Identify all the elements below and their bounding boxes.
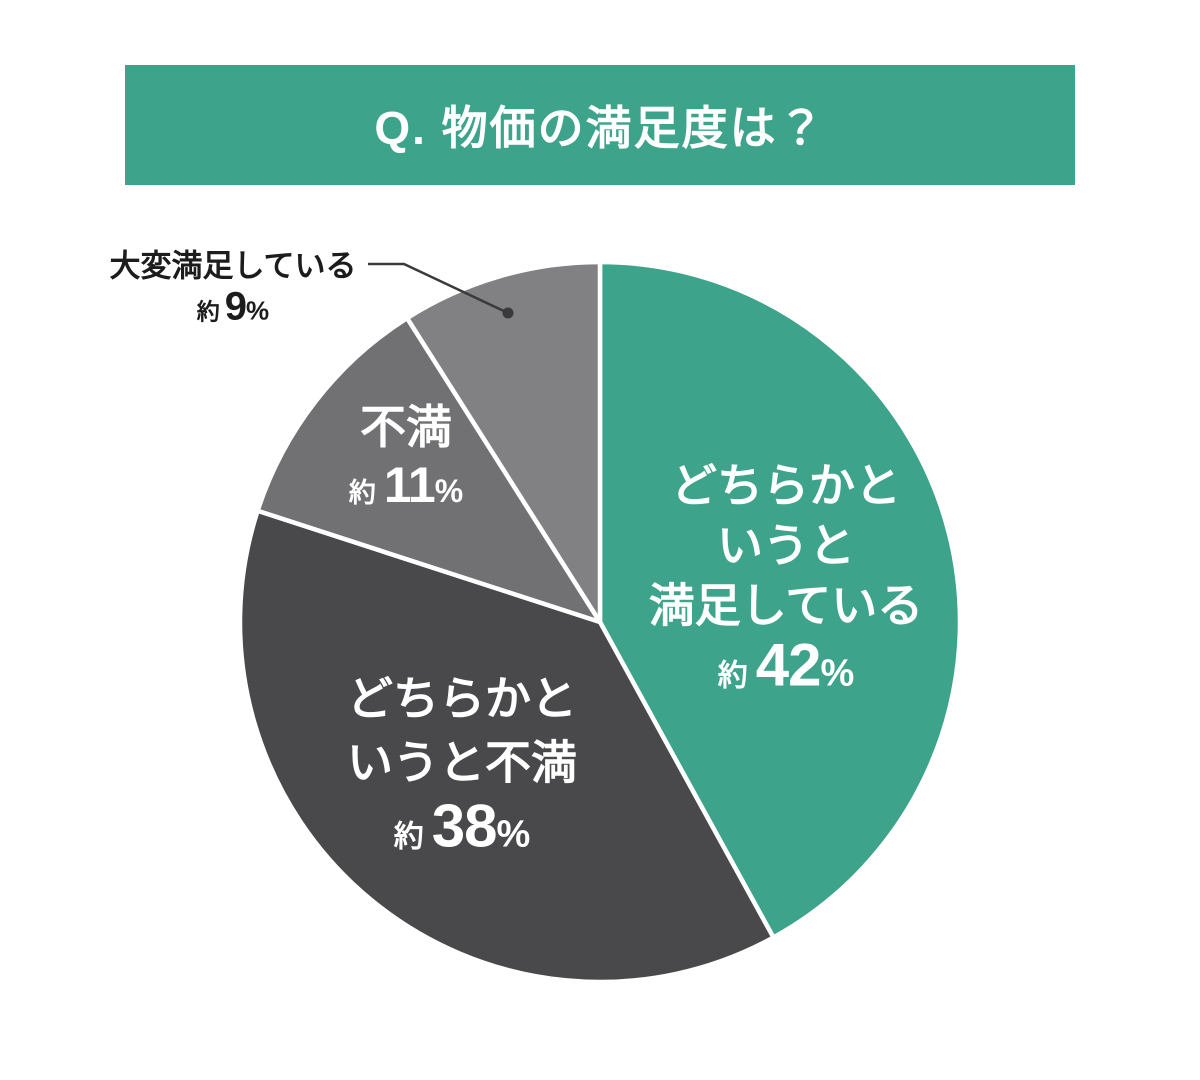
- percent-sign: %: [434, 473, 464, 509]
- slice-label-line: いうと: [717, 519, 855, 572]
- slice-value-somewhat-dissatisfied: 約 38%: [347, 792, 577, 870]
- approx-prefix: 約: [393, 820, 424, 854]
- slice-label-line: どちらかと: [347, 672, 577, 725]
- pie-slice-1: [237, 508, 776, 985]
- slice-label-line: 満足している: [648, 579, 924, 632]
- percent-sign: %: [496, 813, 531, 856]
- slice-label-line: どちらかと: [671, 459, 901, 512]
- slice-value-somewhat-satisfied: 約 42%: [649, 635, 924, 707]
- percent-value: 42: [755, 631, 822, 699]
- percent-value: 9: [224, 284, 247, 329]
- slice-label-dissatisfied: 不満 約 11%: [349, 399, 463, 521]
- slice-label-line: 大変満足している: [109, 248, 357, 284]
- percent-sign: %: [820, 652, 855, 695]
- slice-label-very-satisfied: 大変満足している 約 9%: [109, 247, 356, 332]
- approx-prefix: 約: [196, 298, 220, 325]
- percent-sign: %: [246, 295, 270, 326]
- question-banner: Q. 物価の満足度は？: [125, 65, 1075, 185]
- pie-slice-2: [255, 315, 603, 625]
- slice-value-very-satisfied: 約 9%: [109, 287, 356, 332]
- approx-prefix: 約: [717, 659, 748, 693]
- slice-label-line: いうと不満: [347, 736, 577, 789]
- callout-dot: [502, 307, 514, 319]
- percent-value: 11: [383, 457, 436, 513]
- pie-slice-0: [597, 259, 963, 940]
- callout-line: [368, 262, 509, 315]
- pie-slice-3: [404, 259, 603, 625]
- slice-label-somewhat-satisfied: どちらかと いうと 満足している 約 42%: [649, 456, 924, 707]
- slice-value-dissatisfied: 約 11%: [349, 457, 463, 521]
- approx-prefix: 約: [348, 478, 376, 508]
- slice-label-somewhat-dissatisfied: どちらかと いうと不満 約 38%: [347, 667, 577, 870]
- percent-value: 38: [431, 792, 498, 860]
- question-title: Q. 物価の満足度は？: [374, 102, 826, 154]
- slice-label-line: 不満: [360, 401, 452, 453]
